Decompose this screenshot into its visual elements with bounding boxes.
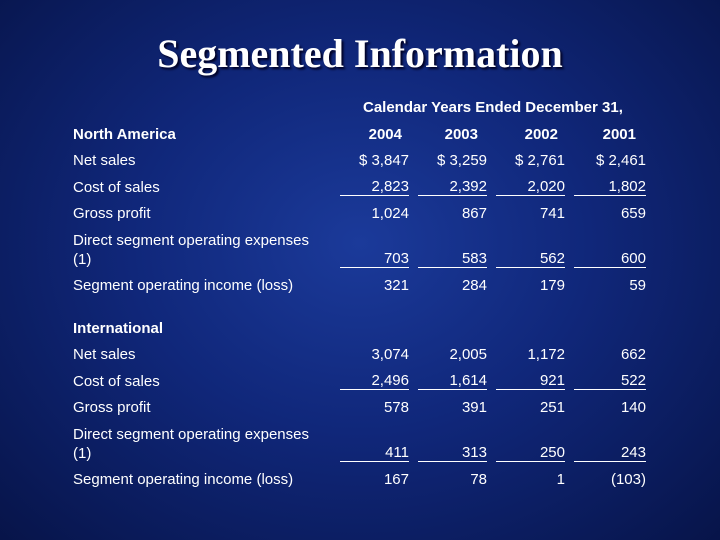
row-label: Gross profit: [73, 205, 151, 222]
table-cell: 140: [620, 399, 646, 416]
period-header: Calendar Years Ended December 31,: [363, 99, 623, 116]
table-cell: 1: [556, 471, 565, 488]
table-cell: $ 3,847: [358, 152, 409, 169]
row-label: Net sales: [73, 346, 136, 363]
row-label-continued: (1): [73, 445, 92, 462]
table-cell: 2,005: [449, 346, 487, 363]
table-cell: 583: [418, 251, 487, 268]
table-cell: 321: [383, 277, 409, 294]
table-cell: 59: [629, 277, 646, 294]
table-cell: 659: [620, 205, 646, 222]
table-cell: 284: [461, 277, 487, 294]
year-header: 2003: [444, 126, 478, 143]
table-cell: 741: [539, 205, 565, 222]
table-cell: $ 3,259: [436, 152, 487, 169]
year-header: 2004: [368, 126, 402, 143]
table-cell: 703: [340, 251, 409, 268]
year-header: 2001: [602, 126, 636, 143]
table-cell: 1,614: [418, 373, 487, 390]
table-cell: 2,496: [340, 373, 409, 390]
table-cell: 251: [539, 399, 565, 416]
table-cell: 1,802: [574, 179, 646, 196]
table-cell: 600: [574, 251, 646, 268]
year-header: 2002: [524, 126, 558, 143]
table-cell: 167: [383, 471, 409, 488]
table-cell: 2,392: [418, 179, 487, 196]
row-label: Segment operating income (loss): [73, 277, 294, 294]
table-cell: 78: [470, 471, 487, 488]
slide-title: Segmented Information: [157, 31, 563, 76]
table-cell: $ 2,461: [595, 152, 646, 169]
row-label: Net sales: [73, 152, 136, 169]
table-cell: 1,172: [527, 346, 565, 363]
table-cell: 2,020: [496, 179, 565, 196]
table-cell: 662: [620, 346, 646, 363]
row-label: Direct segment operating expenses: [73, 232, 309, 249]
table-cell: 411: [340, 445, 409, 462]
table-cell: 391: [461, 399, 487, 416]
table-cell: 578: [383, 399, 409, 416]
table-cell: 179: [539, 277, 565, 294]
table-cell: 867: [461, 205, 487, 222]
table-cell: $ 2,761: [514, 152, 565, 169]
table-cell: 3,074: [371, 346, 409, 363]
row-label: Direct segment operating expenses: [73, 426, 309, 443]
row-label: Segment operating income (loss): [73, 471, 294, 488]
table-cell: 1,024: [371, 205, 409, 222]
row-label-continued: (1): [73, 251, 92, 268]
table-cell: 2,823: [340, 179, 409, 196]
table-cell: 522: [574, 373, 646, 390]
table-cell: 243: [574, 445, 646, 462]
row-label: Cost of sales: [73, 373, 160, 390]
table-cell: 313: [418, 445, 487, 462]
section-heading-international: International: [73, 320, 164, 337]
row-label: Gross profit: [73, 399, 151, 416]
table-cell: 562: [496, 251, 565, 268]
table-cell: 921: [496, 373, 565, 390]
row-label: Cost of sales: [73, 179, 160, 196]
table-cell: (103): [610, 471, 646, 488]
table-cell: 250: [496, 445, 565, 462]
section-heading-north-america: North America: [73, 126, 176, 143]
